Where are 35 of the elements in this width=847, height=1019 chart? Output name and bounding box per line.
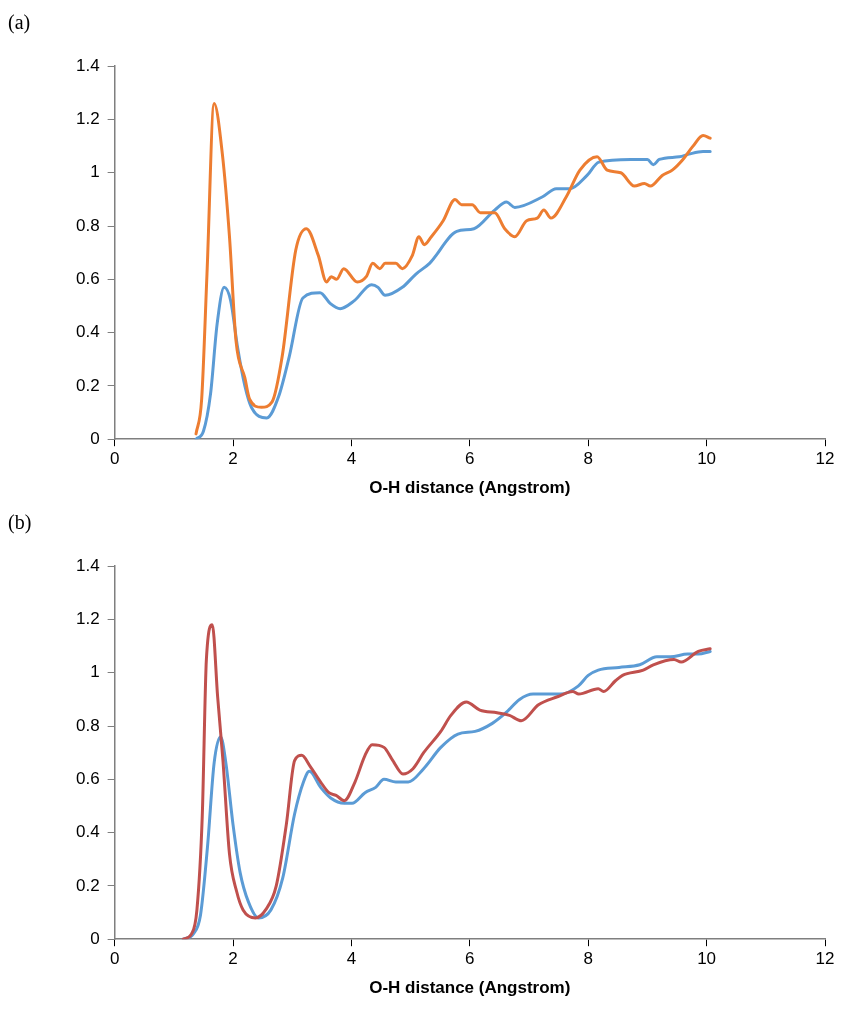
line-series bbox=[194, 102, 712, 436]
y-tick-label: 1.2 bbox=[75, 609, 100, 629]
y-tick-label: 1 bbox=[90, 162, 100, 182]
x-tick-label: 6 bbox=[465, 449, 475, 469]
x-tick-label: 8 bbox=[583, 949, 593, 969]
y-tick-label: 0.8 bbox=[75, 715, 100, 735]
chart-title: (a) bbox=[8, 10, 32, 36]
x-axis-title: O-H distance (Angstrom) bbox=[369, 478, 571, 498]
y-tick-label: 0.6 bbox=[75, 769, 100, 789]
x-tick-label: 0 bbox=[109, 949, 120, 969]
y-tick-label: 0.6 bbox=[75, 269, 100, 289]
x-tick-label: 8 bbox=[583, 449, 593, 469]
y-tick-label: 0.4 bbox=[75, 322, 100, 342]
x-tick-label: 12 bbox=[815, 949, 835, 969]
y-tick-label: 1.4 bbox=[75, 55, 100, 75]
y-tick-label: 1 bbox=[90, 662, 100, 682]
y-tick-label: 1.2 bbox=[75, 109, 100, 129]
x-tick-label: 2 bbox=[228, 449, 238, 469]
y-tick-label: 0 bbox=[90, 428, 100, 448]
x-tick-label: 10 bbox=[697, 949, 717, 969]
x-tick-label: 10 bbox=[697, 449, 717, 469]
x-tick-label: 0 bbox=[109, 449, 120, 469]
x-tick-label: 4 bbox=[346, 449, 357, 469]
chart-title: (b) bbox=[8, 510, 33, 536]
x-tick-label: 6 bbox=[465, 949, 475, 969]
x-tick-label: 12 bbox=[815, 449, 835, 469]
x-tick-label: 2 bbox=[228, 949, 238, 969]
y-tick-label: 0.8 bbox=[75, 215, 100, 235]
y-tick-label: 0.4 bbox=[75, 822, 100, 842]
y-tick-label: 0.2 bbox=[75, 875, 100, 895]
x-tick-label: 4 bbox=[346, 949, 357, 969]
y-tick-label: 1.4 bbox=[75, 555, 100, 575]
y-tick-label: 0 bbox=[90, 928, 100, 948]
x-axis-title: O-H distance (Angstrom) bbox=[369, 978, 571, 998]
y-tick-label: 0.2 bbox=[75, 375, 100, 395]
